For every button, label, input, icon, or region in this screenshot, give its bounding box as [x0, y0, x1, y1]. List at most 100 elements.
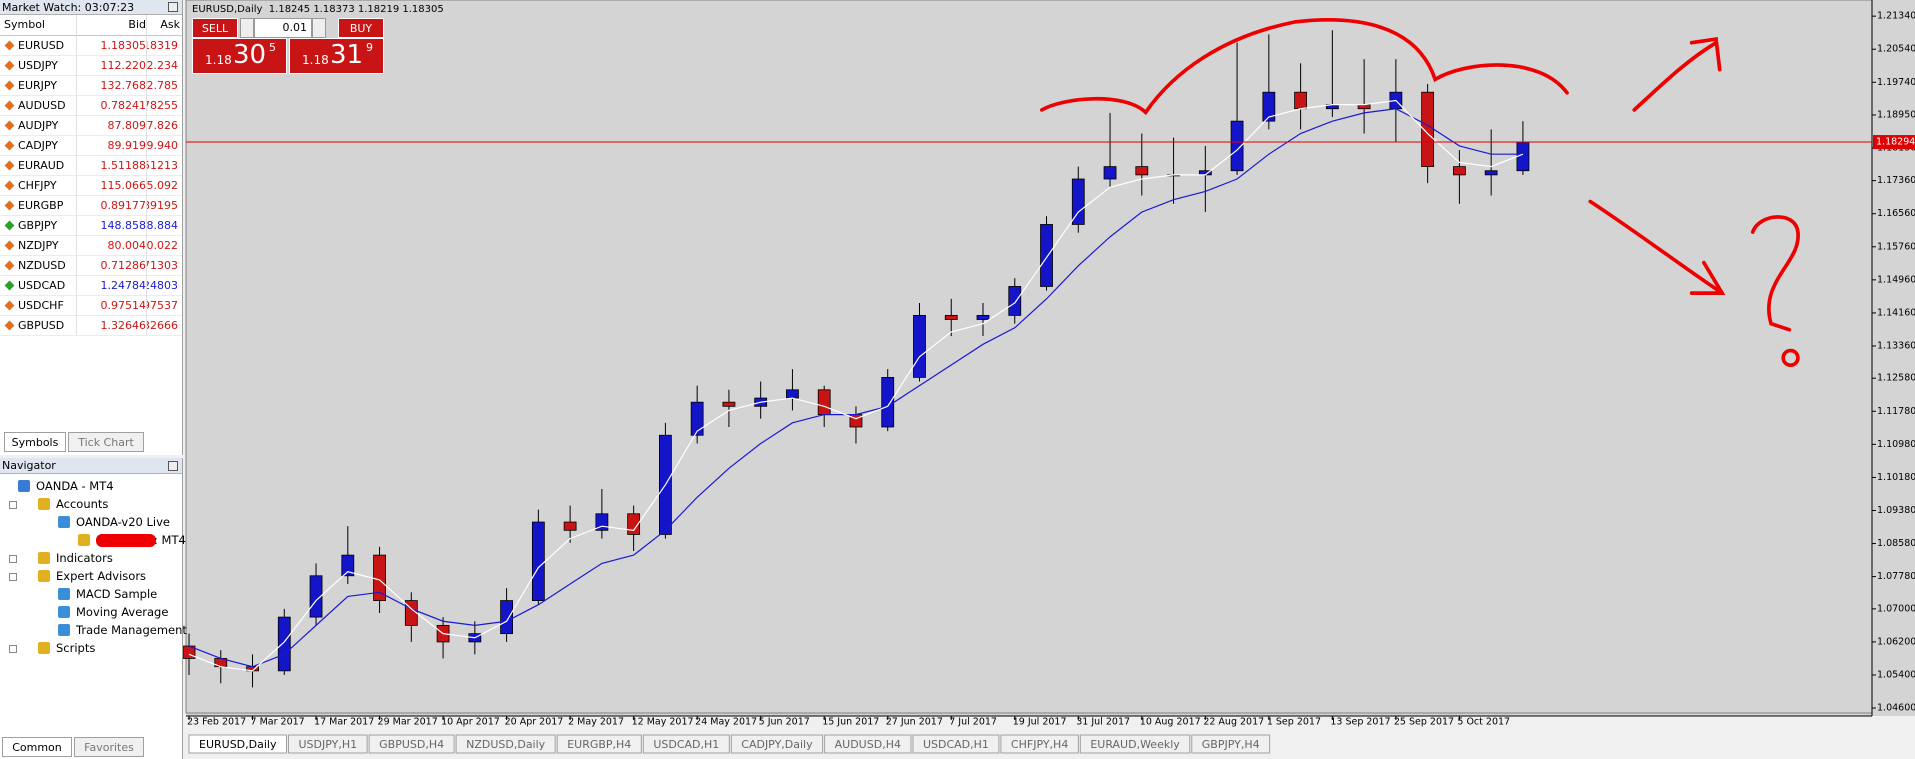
panel-tab[interactable]: Favorites	[74, 737, 144, 757]
chart-tab-label[interactable]: GBPJPY,H4	[1202, 738, 1260, 751]
chart-tab-label[interactable]: CADJPY,Daily	[741, 738, 813, 751]
chart-tab[interactable]: EURAUD,Weekly	[1079, 734, 1191, 754]
sell-button[interactable]: SELL	[192, 18, 238, 38]
panel-tab[interactable]: Symbols	[4, 432, 66, 452]
symbol[interactable]: GBPJPY	[18, 219, 58, 232]
chart-tab[interactable]: CHFJPY,H4	[1000, 734, 1079, 754]
x-tick-label: 25 Sep 2017	[1394, 717, 1454, 728]
expander[interactable]	[9, 645, 17, 653]
chart-tab[interactable]: GBPUSD,H4	[368, 734, 455, 754]
ask: 1.32666	[146, 319, 178, 332]
close-button[interactable]	[168, 461, 178, 471]
candle-body	[881, 376, 895, 428]
column-header[interactable]: Bid	[128, 18, 146, 31]
chart-tab-label[interactable]: EURUSD,Daily	[199, 738, 277, 751]
buy-button[interactable]: BUY	[338, 18, 384, 38]
close-button[interactable]	[168, 2, 178, 12]
redaction	[96, 534, 156, 547]
symbol[interactable]: EURJPY	[18, 79, 57, 92]
y-tick-label: 1.05400	[1877, 669, 1915, 680]
symbol[interactable]: CADJPY	[18, 139, 59, 152]
direction-icon	[4, 40, 15, 51]
lot-spinner-up[interactable]	[312, 18, 326, 38]
x-tick-label: 24 May 2017	[695, 717, 757, 728]
bid: 80.004	[107, 239, 147, 252]
chart-tab-label[interactable]: EURAUD,Weekly	[1090, 738, 1180, 751]
candle-body	[1294, 91, 1307, 110]
tree-item[interactable]: OANDA - MT4	[36, 479, 114, 493]
chart-tab-label[interactable]: USDCAD,H1	[923, 738, 989, 751]
symbol[interactable]: USDCAD	[18, 279, 66, 292]
chart-tab[interactable]: USDJPY,H1	[287, 734, 368, 754]
chart-tab-label[interactable]: EURGBP,H4	[567, 738, 631, 751]
chart-tab[interactable]: USDCAD,H1	[912, 734, 1000, 754]
price-box[interactable]: 1.18 31 9	[289, 38, 384, 74]
chart-tab[interactable]: USDCAD,H1	[642, 734, 730, 754]
chart-tab-label[interactable]: USDCAD,H1	[653, 738, 719, 751]
expander[interactable]	[9, 573, 17, 581]
y-tick-label: 1.11780	[1877, 406, 1915, 417]
chart-tab-label[interactable]: USDJPY,H1	[298, 738, 357, 751]
chart-background	[186, 0, 1915, 716]
ask: 112.234	[146, 59, 178, 72]
price-box[interactable]: 1.18 30 5	[192, 38, 287, 74]
panel-tab[interactable]: Common	[2, 737, 72, 757]
symbol[interactable]: USDJPY	[18, 59, 58, 72]
symbol[interactable]: CHFJPY	[18, 179, 57, 192]
tree-item[interactable]: Indicators	[56, 551, 113, 565]
chart-tab-label[interactable]: CHFJPY,H4	[1011, 738, 1068, 751]
ask: 0.97537	[146, 299, 178, 312]
symbol[interactable]: EURGBP	[18, 199, 64, 212]
column-header[interactable]: Symbol	[4, 18, 45, 31]
symbol[interactable]: NZDJPY	[18, 239, 59, 252]
tree-item[interactable]: Scripts	[56, 641, 96, 655]
lot-size[interactable]: 0.01	[254, 18, 312, 38]
price-label: 1.18294	[1876, 137, 1915, 148]
chart-tab-label[interactable]: NZDUSD,Daily	[466, 738, 546, 751]
x-tick-label: 7 Mar 2017	[251, 717, 305, 728]
expander[interactable]	[9, 501, 17, 509]
tree-item[interactable]: : MT4	[154, 533, 186, 547]
tree-item[interactable]: Trade Management F	[76, 623, 188, 637]
candle-body	[786, 389, 799, 399]
chart-tab-label[interactable]: GBPUSD,H4	[379, 738, 444, 751]
chart-tab[interactable]: NZDUSD,Daily	[455, 734, 556, 754]
bid: 0.71286	[100, 259, 147, 272]
tree-item[interactable]: Accounts	[56, 497, 109, 511]
chart-tab[interactable]: AUDUSD,H4	[824, 734, 912, 754]
column-header[interactable]: Ask	[160, 18, 180, 31]
symbol[interactable]: GBPUSD	[18, 319, 65, 332]
chart-tab[interactable]: EURUSD,Daily	[188, 734, 287, 754]
chart-tab-label[interactable]: AUDUSD,H4	[835, 738, 901, 751]
y-tick-label: 1.07000	[1877, 603, 1915, 614]
chart-tab[interactable]: CADJPY,Daily	[730, 734, 824, 754]
bid: 89.919	[107, 139, 147, 152]
lot-spinner-down[interactable]	[240, 18, 254, 38]
symbol[interactable]: EURAUD	[18, 159, 65, 172]
x-tick-label: 13 Sep 2017	[1330, 717, 1390, 728]
symbol[interactable]: NZDUSD	[18, 259, 66, 272]
tree-icon	[58, 588, 70, 600]
tree-icon	[38, 642, 50, 654]
tree-item[interactable]: Expert Advisors	[56, 569, 147, 583]
bid: 1.24784	[100, 279, 147, 292]
chart-tab[interactable]: EURGBP,H4	[556, 734, 642, 754]
symbol[interactable]: EURUSD	[18, 39, 65, 52]
tree-item[interactable]: OANDA-v20 Live	[76, 515, 171, 529]
symbol[interactable]: USDCHF	[18, 299, 64, 312]
tree-item[interactable]: MACD Sample	[76, 587, 158, 601]
chart-tab[interactable]: GBPJPY,H4	[1191, 734, 1271, 754]
y-tick-label: 1.17360	[1877, 175, 1915, 186]
tree-icon	[78, 534, 90, 546]
bid: 0.97514	[100, 299, 147, 312]
direction-icon	[4, 100, 15, 111]
panel-tab[interactable]: Tick Chart	[68, 432, 144, 452]
chart-tab-bg	[188, 734, 287, 754]
tree-icon	[38, 498, 50, 510]
tree-item[interactable]: Moving Average	[76, 605, 169, 619]
symbol[interactable]: AUDJPY	[18, 119, 59, 132]
symbol[interactable]: AUDUSD	[18, 99, 66, 112]
direction-icon	[4, 260, 15, 271]
expander[interactable]	[9, 555, 17, 563]
